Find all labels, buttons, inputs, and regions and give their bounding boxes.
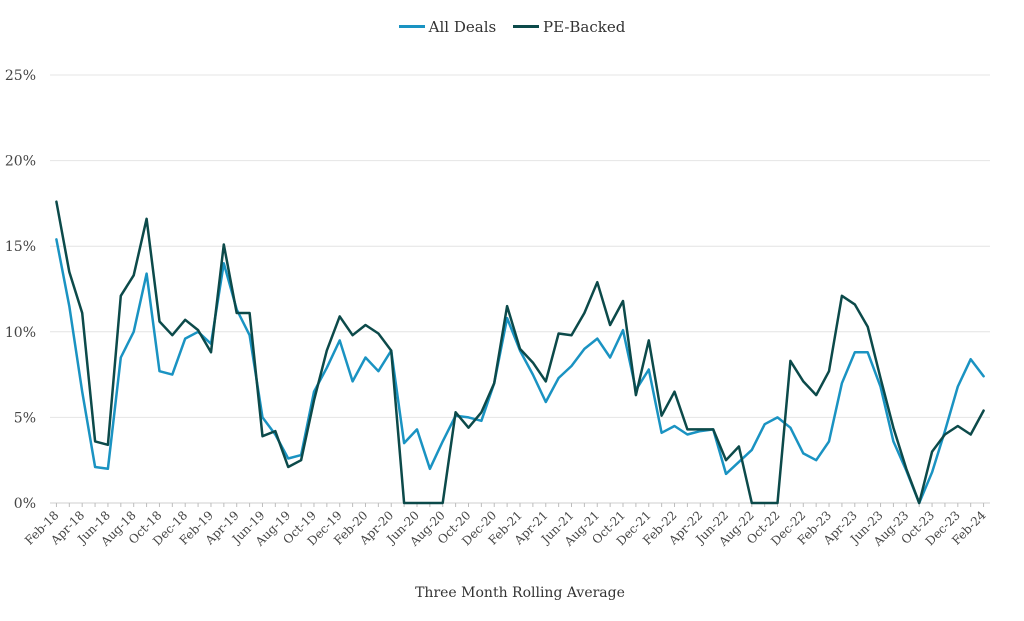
legend-label-pe-backed: PE-Backed <box>543 17 626 36</box>
legend: All Deals PE-Backed <box>0 14 1024 36</box>
y-tick-label: 20% <box>5 154 36 170</box>
legend-item-all-deals: All Deals <box>398 17 497 36</box>
y-tick-label: 0% <box>14 496 36 512</box>
y-tick-label: 5% <box>14 410 36 426</box>
x-axis-title: Three Month Rolling Average <box>415 585 625 601</box>
series-line-all-deals <box>55 238 985 505</box>
y-tick-label: 15% <box>5 239 36 255</box>
legend-item-pe-backed: PE-Backed <box>513 18 625 36</box>
legend-swatch-all-deals <box>398 25 425 28</box>
y-tick-label: 10% <box>5 325 36 341</box>
legend-label-all-deals: All Deals <box>428 17 497 36</box>
series-line-pe-backed <box>55 200 985 505</box>
legend-swatch-pe-backed <box>513 25 539 28</box>
y-tick-label: 25% <box>5 68 36 84</box>
